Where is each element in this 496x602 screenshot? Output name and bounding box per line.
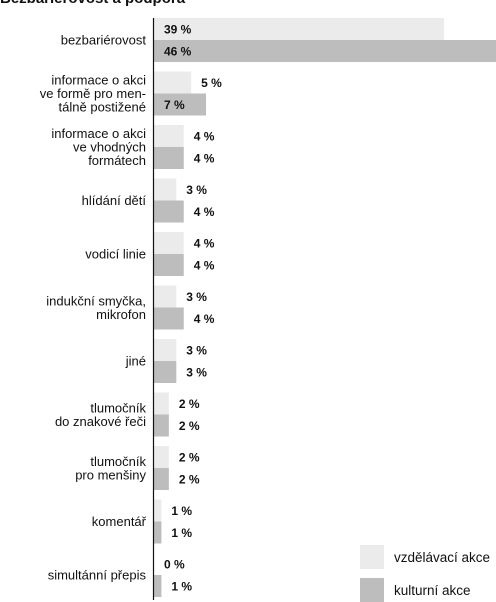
- bar-kulturni: [154, 361, 177, 383]
- bar-kulturni: [154, 414, 169, 437]
- legend-item-vzdelavaci: vzdělávací akce: [360, 545, 496, 569]
- value-label: 1 %: [171, 580, 192, 594]
- legend-label-vzdelavaci: vzdělávací akce: [394, 549, 491, 565]
- bar-kulturni: [154, 254, 184, 276]
- category-label: indukční smyčka, mikrofon: [46, 293, 146, 322]
- category-label: hlídání dětí: [82, 193, 147, 208]
- value-label: 4 %: [194, 152, 215, 166]
- value-label: 4 %: [194, 259, 215, 273]
- bars: [154, 18, 496, 597]
- bar-kulturni: [154, 575, 162, 597]
- legend-item-kulturni: kulturní akce: [360, 578, 496, 602]
- category-label: jiné: [125, 354, 146, 369]
- category-label: vodicí linie: [85, 247, 146, 262]
- bar-kulturni: [154, 93, 207, 116]
- value-label: 1 %: [171, 504, 192, 518]
- value-label: 3 %: [186, 344, 207, 358]
- bar-kulturni: [154, 521, 162, 544]
- value-label: 1 %: [171, 526, 192, 540]
- category-label: informace o akci ve formě pro men-tálně p…: [40, 73, 146, 115]
- value-label: 4 %: [194, 130, 215, 144]
- category-labels: bezbariérovost informace o akci ve formě p…: [40, 33, 147, 583]
- value-label: 2 %: [179, 451, 200, 465]
- category-label: tlumočník do znakové řeči: [55, 400, 147, 429]
- bar-vzdelavaci: [154, 232, 184, 254]
- category-label: simultánní přepis: [48, 568, 147, 583]
- value-label: 2 %: [179, 397, 200, 411]
- bar-vzdelavaci: [154, 178, 177, 201]
- legend-swatch-vzdelavaci: [360, 545, 384, 569]
- legend-swatch-kulturni: [360, 578, 384, 602]
- category-label: komentář: [92, 514, 147, 529]
- bar-vzdelavaci: [154, 499, 162, 522]
- value-label: 3 %: [186, 290, 207, 304]
- value-label: 2 %: [179, 473, 200, 487]
- value-label: 46 %: [164, 45, 192, 59]
- bar-kulturni: [154, 200, 184, 223]
- value-label: 7 %: [164, 98, 185, 112]
- value-labels: 39 % 46 % 5 % 7 % 4 % 4 % 3 % 4 % 4 % 4 % 3 % 4 % 3 …: [164, 23, 222, 594]
- value-label: 2 %: [179, 419, 200, 433]
- value-label: 3 %: [186, 183, 207, 197]
- value-label: 5 %: [201, 76, 222, 90]
- bar-vzdelavaci: [154, 446, 169, 468]
- value-label: 4 %: [194, 312, 215, 326]
- bar-kulturni: [154, 307, 184, 330]
- bar-kulturni: [154, 468, 169, 490]
- value-label: 4 %: [194, 205, 215, 219]
- value-label: 0 %: [164, 558, 185, 572]
- bar-kulturni: [154, 40, 496, 62]
- bar-vzdelavaci: [154, 71, 192, 94]
- bar-kulturni: [154, 147, 184, 169]
- value-label: 4 %: [194, 237, 215, 251]
- bar-vzdelavaci: [154, 392, 169, 415]
- chart-title: Bezbariérovost a podpora: [0, 0, 496, 8]
- category-label: tlumočník pro menšiny: [75, 454, 146, 483]
- value-label: 3 %: [186, 366, 207, 380]
- bar-vzdelavaci: [154, 125, 184, 147]
- bar-vzdelavaci: [154, 285, 177, 308]
- bar-vzdelavaci: [154, 339, 177, 361]
- bar-vzdelavaci: [154, 18, 444, 40]
- value-label: 39 %: [164, 23, 192, 37]
- category-label: bezbariérovost: [61, 33, 147, 48]
- legend-label-kulturni: kulturní akce: [394, 582, 471, 598]
- category-label: informace o akci ve vhodných formátech: [51, 126, 146, 168]
